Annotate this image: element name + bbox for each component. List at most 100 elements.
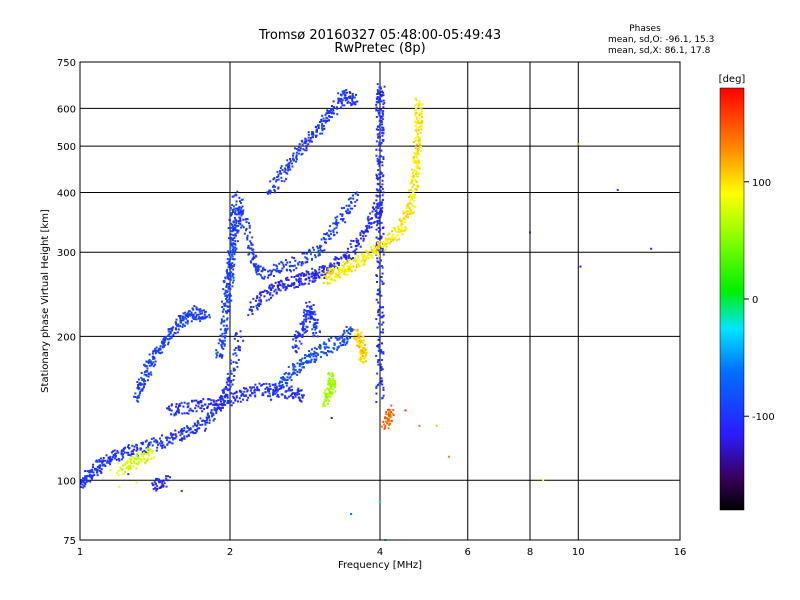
data-point xyxy=(298,397,301,400)
data-point xyxy=(286,397,289,400)
data-point xyxy=(314,279,317,282)
data-point xyxy=(145,452,148,455)
data-point xyxy=(377,144,380,147)
data-point xyxy=(310,133,313,136)
data-point xyxy=(419,149,422,152)
data-point xyxy=(218,403,221,406)
data-point xyxy=(235,213,238,216)
data-point xyxy=(416,166,419,169)
data-point xyxy=(377,169,380,172)
data-point xyxy=(378,202,381,205)
data-point xyxy=(286,382,289,385)
data-point xyxy=(351,207,354,210)
data-point xyxy=(192,308,195,311)
data-point xyxy=(155,477,158,480)
data-point xyxy=(354,338,357,341)
data-point xyxy=(309,137,312,140)
data-point xyxy=(232,395,235,398)
data-point xyxy=(177,431,180,434)
data-point xyxy=(364,354,367,357)
data-point xyxy=(292,269,295,272)
data-point xyxy=(259,299,262,302)
data-point xyxy=(301,261,304,264)
data-point xyxy=(317,247,320,250)
data-point xyxy=(141,453,144,456)
data-point xyxy=(377,359,380,362)
data-point xyxy=(374,251,377,254)
data-point xyxy=(144,451,147,454)
data-point xyxy=(262,266,265,269)
data-point xyxy=(317,250,320,253)
data-point xyxy=(257,268,260,271)
data-point xyxy=(257,264,260,267)
data-point xyxy=(339,106,342,109)
data-point xyxy=(324,389,327,392)
data-point xyxy=(305,301,308,304)
data-point xyxy=(377,241,380,244)
data-point xyxy=(316,318,319,321)
data-point xyxy=(362,237,365,240)
data-point xyxy=(176,409,179,412)
data-point xyxy=(377,222,380,225)
data-point xyxy=(273,191,276,194)
data-point xyxy=(120,458,123,461)
data-point xyxy=(375,109,378,112)
data-point xyxy=(295,156,298,159)
data-point xyxy=(229,219,232,222)
data-point xyxy=(338,98,341,101)
data-point xyxy=(99,460,102,463)
data-point xyxy=(140,371,143,374)
data-point xyxy=(236,231,239,234)
data-point xyxy=(308,248,311,251)
data-point xyxy=(361,254,364,257)
data-point xyxy=(308,273,311,276)
data-point xyxy=(413,155,416,158)
data-point xyxy=(100,470,103,473)
data-point xyxy=(325,281,328,284)
data-point xyxy=(275,180,278,183)
data-point xyxy=(234,334,237,337)
data-point xyxy=(359,357,362,360)
data-point xyxy=(117,462,120,465)
data-point xyxy=(361,230,364,233)
data-point xyxy=(411,204,414,207)
data-point xyxy=(214,409,217,412)
data-point xyxy=(86,480,89,483)
data-point xyxy=(269,190,272,193)
data-point xyxy=(267,395,270,398)
data-point xyxy=(222,347,225,350)
data-point xyxy=(347,198,350,201)
data-point xyxy=(376,89,379,92)
data-point xyxy=(333,262,336,265)
data-point xyxy=(381,188,384,191)
data-point xyxy=(357,340,360,343)
data-point xyxy=(324,238,327,241)
data-point xyxy=(246,238,249,241)
data-point xyxy=(230,404,233,407)
data-point xyxy=(377,265,380,268)
data-point xyxy=(238,222,241,225)
data-point xyxy=(180,431,183,434)
data-point xyxy=(224,385,227,388)
data-point xyxy=(435,424,438,427)
data-point xyxy=(246,390,249,393)
data-point xyxy=(298,365,301,368)
data-point xyxy=(341,334,344,337)
data-point xyxy=(342,265,345,268)
data-point xyxy=(239,218,242,221)
data-point xyxy=(327,346,330,349)
data-point xyxy=(228,296,231,299)
data-point xyxy=(154,360,157,363)
data-point xyxy=(134,396,137,399)
data-point xyxy=(341,99,344,102)
data-point xyxy=(274,388,277,391)
data-point xyxy=(342,217,345,220)
data-point xyxy=(315,348,318,351)
data-point xyxy=(329,350,332,353)
data-point xyxy=(348,91,351,94)
data-point xyxy=(282,263,285,266)
data-point xyxy=(345,269,348,272)
data-point xyxy=(227,263,230,266)
data-point xyxy=(234,347,237,350)
data-point xyxy=(111,458,114,461)
